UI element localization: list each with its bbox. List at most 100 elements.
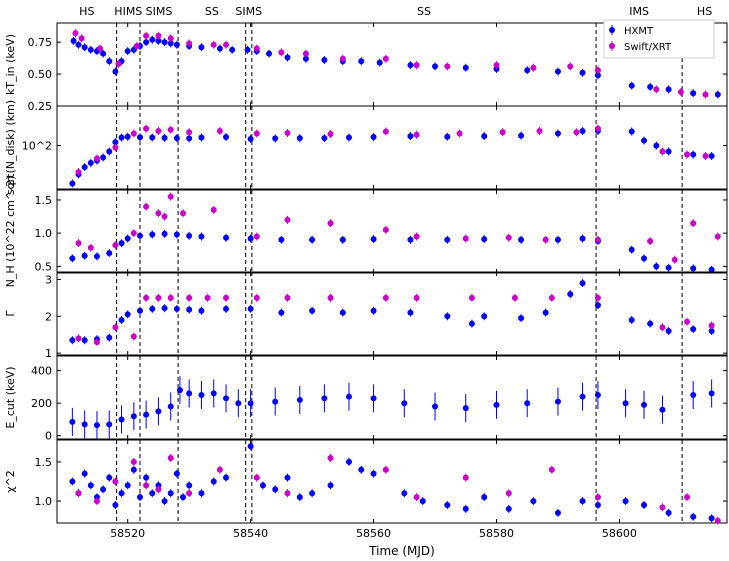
data-point (659, 406, 666, 413)
data-point (401, 490, 408, 497)
data-point (690, 90, 697, 97)
data-point (186, 390, 193, 397)
data-point (284, 129, 291, 136)
data-point (210, 390, 217, 397)
data-point (100, 154, 107, 161)
data-point (665, 148, 672, 155)
data-point (93, 498, 100, 505)
y-tick-label: 0.75 (28, 36, 53, 49)
data-point (112, 501, 119, 508)
data-point (118, 316, 125, 323)
y-axis-label: E_cut (keV) (4, 366, 17, 428)
data-point (176, 387, 183, 394)
y-tick-label: 0.25 (28, 100, 53, 113)
y-tick-label: 1.5 (35, 194, 53, 207)
data-point (204, 294, 211, 301)
data-point (173, 231, 180, 238)
data-point (112, 478, 119, 485)
data-point (284, 474, 291, 481)
panel-3: 1 2 3 Γ (4, 271, 728, 360)
data-point (345, 134, 352, 141)
data-point (100, 50, 107, 57)
data-point (481, 494, 488, 501)
data-point (180, 210, 187, 217)
data-point (524, 67, 531, 74)
data-point (407, 236, 414, 243)
y-axis-label: Γ (4, 310, 17, 317)
data-point (130, 130, 137, 137)
data-point (702, 152, 709, 159)
data-point (530, 64, 537, 71)
data-point (382, 226, 389, 233)
series-swift-xrt (75, 192, 721, 264)
data-point (524, 400, 531, 407)
legend-box (603, 19, 715, 59)
x-tick-label: 58580 (479, 527, 514, 540)
data-point (87, 159, 94, 166)
data-point (161, 498, 168, 505)
data-point (93, 422, 100, 429)
state-label: SIMS (235, 5, 262, 18)
data-point (136, 494, 143, 501)
data-point (155, 127, 162, 134)
data-point (106, 421, 113, 428)
data-point (75, 240, 82, 247)
data-point (327, 130, 334, 137)
data-point (665, 328, 672, 335)
series-hxmt (70, 35, 721, 99)
data-point (167, 126, 174, 133)
data-point (81, 470, 88, 477)
data-point (653, 142, 660, 149)
data-point (149, 490, 156, 497)
state-label: SS (205, 5, 219, 18)
data-point (216, 45, 223, 52)
data-point (229, 46, 236, 53)
data-point (579, 69, 586, 76)
x-tick-label: 58520 (110, 527, 145, 540)
data-point (78, 35, 85, 42)
data-point (149, 134, 156, 141)
y-tick-label: 1.0 (35, 495, 53, 508)
data-point (93, 155, 100, 162)
data-point (321, 395, 328, 402)
data-point (708, 515, 715, 522)
data-point (370, 395, 377, 402)
data-point (567, 291, 574, 298)
data-point (81, 337, 88, 344)
data-point (155, 37, 162, 44)
data-point (653, 86, 660, 93)
data-point (594, 302, 601, 309)
series-hxmt (69, 229, 715, 274)
data-point (155, 408, 162, 415)
data-point (499, 129, 506, 136)
data-point (155, 32, 162, 39)
data-point (143, 125, 150, 132)
data-point (382, 466, 389, 473)
data-point (143, 32, 150, 39)
panel-frame (56, 355, 728, 440)
data-point (223, 395, 230, 402)
legend-marker (609, 27, 615, 33)
data-point (186, 306, 193, 313)
data-point (684, 318, 691, 325)
data-point (210, 41, 217, 48)
y-tick-label: 400 (31, 365, 52, 378)
data-point (594, 125, 601, 132)
series-hxmt (69, 279, 715, 345)
data-point (272, 398, 279, 405)
data-point (253, 233, 260, 240)
data-point (186, 232, 193, 239)
data-point (136, 307, 143, 314)
data-point (548, 466, 555, 473)
data-point (124, 133, 131, 140)
legend-label: HXMT (624, 26, 654, 37)
data-point (370, 470, 377, 477)
data-point (149, 36, 156, 43)
data-point (444, 236, 451, 243)
y-tick-label: 3 (45, 273, 52, 286)
data-point (530, 498, 537, 505)
data-point (247, 400, 254, 407)
data-point (161, 230, 168, 237)
data-point (594, 72, 601, 79)
